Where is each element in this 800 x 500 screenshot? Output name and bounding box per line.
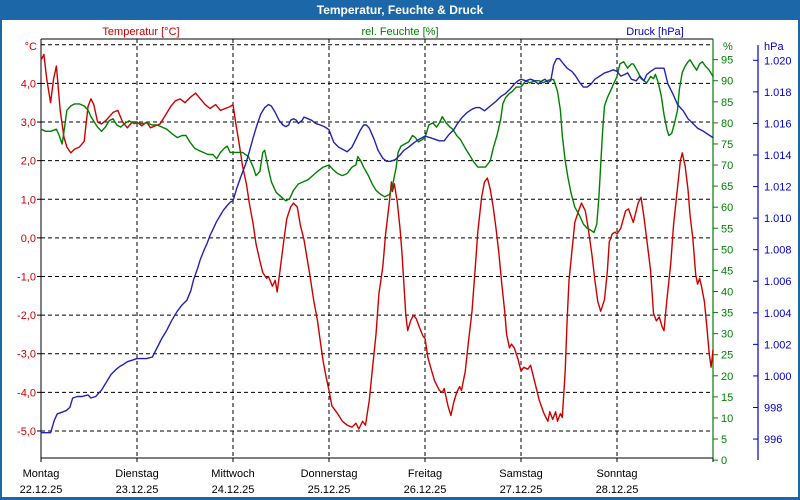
day-date-label: 23.12.25: [116, 484, 159, 496]
temperature-series: [40, 53, 714, 430]
pressure-tick-label: 1.010: [764, 213, 792, 225]
day-name-label: Dienstag: [115, 468, 158, 480]
humidity-tick-label: 75: [721, 139, 733, 151]
pressure-tick-label: 1.014: [764, 150, 792, 162]
temperature-unit-label: °C: [25, 41, 37, 53]
pressure-tick-label: 1.020: [764, 55, 792, 67]
humidity-unit-label: %: [723, 41, 733, 53]
pressure-tick-label: 996: [764, 434, 782, 446]
temperature-tick-label: 3,0: [21, 117, 36, 129]
legend-pressure-label: Druck [hPa]: [626, 26, 684, 38]
pressure-tick-label: 1.008: [764, 245, 792, 257]
pressure-tick-label: 1.016: [764, 118, 792, 130]
humidity-tick-label: 85: [721, 97, 733, 109]
humidity-tick-label: 5: [721, 434, 727, 446]
humidity-tick-label: 40: [721, 286, 733, 298]
humidity-tick-label: 55: [721, 223, 733, 235]
temperature-tick-label: 1,0: [21, 194, 36, 206]
humidity-tick-label: 35: [721, 308, 733, 320]
day-date-label: 22.12.25: [20, 484, 63, 496]
humidity-tick-label: 15: [721, 392, 733, 404]
day-name-label: Montag: [23, 468, 60, 480]
humidity-tick-label: 70: [721, 160, 733, 172]
temperature-tick-label: -4,0: [17, 387, 36, 399]
day-date-label: 26.12.25: [404, 484, 447, 496]
humidity-tick-label: 50: [721, 244, 733, 256]
humidity-series: [40, 59, 714, 234]
day-date-label: 27.12.25: [500, 484, 543, 496]
title-bar[interactable]: Temperatur, Feuchte & Druck: [0, 0, 800, 20]
day-name-label: Sonntag: [597, 468, 638, 480]
humidity-tick-label: 0: [721, 455, 727, 467]
humidity-tick-label: 80: [721, 118, 733, 130]
humidity-tick-label: 30: [721, 329, 733, 341]
temperature-tick-label: -5,0: [17, 426, 36, 438]
pressure-tick-label: 1.018: [764, 87, 792, 99]
day-name-label: Samstag: [499, 468, 542, 480]
humidity-tick-label: 10: [721, 413, 733, 425]
pressure-unit-label: hPa: [764, 41, 784, 53]
chart-legend: Temperatur [°C] rel. Feuchte [%] Druck […: [0, 26, 800, 42]
pressure-series: [40, 58, 714, 434]
humidity-tick-label: 65: [721, 181, 733, 193]
humidity-tick-label: 95: [721, 55, 733, 67]
day-date-label: 24.12.25: [212, 484, 255, 496]
temperature-tick-label: 0,0: [21, 233, 36, 245]
temperature-tick-label: -2,0: [17, 310, 36, 322]
day-name-label: Donnerstag: [301, 468, 358, 480]
humidity-tick-label: 90: [721, 76, 733, 88]
humidity-tick-label: 45: [721, 265, 733, 277]
humidity-tick-label: 60: [721, 202, 733, 214]
window-border-left: [0, 0, 2, 500]
day-name-label: Freitag: [408, 468, 442, 480]
pressure-tick-label: 1.004: [764, 308, 792, 320]
pressure-tick-label: 1.000: [764, 371, 792, 383]
temperature-tick-label: 2,0: [21, 156, 36, 168]
legend-temperature-label: Temperatur [°C]: [102, 26, 180, 38]
day-date-label: 25.12.25: [308, 484, 351, 496]
temperature-tick-label: 4,0: [21, 78, 36, 90]
pressure-tick-label: 998: [764, 402, 782, 414]
day-date-label: 28.12.25: [596, 484, 639, 496]
window-border-bottom: [0, 497, 800, 500]
window-border-right: [798, 0, 800, 500]
legend-humidity-label: rel. Feuchte [%]: [361, 26, 439, 38]
pressure-tick-label: 1.002: [764, 339, 792, 351]
day-name-label: Mittwoch: [211, 468, 254, 480]
page-title: Temperatur, Feuchte & Druck: [316, 3, 484, 17]
pressure-tick-label: 1.006: [764, 276, 792, 288]
humidity-tick-label: 20: [721, 371, 733, 383]
humidity-tick-label: 25: [721, 350, 733, 362]
pressure-tick-label: 1.012: [764, 182, 792, 194]
temperature-tick-label: -3,0: [17, 349, 36, 361]
temperature-tick-label: -1,0: [17, 271, 36, 283]
